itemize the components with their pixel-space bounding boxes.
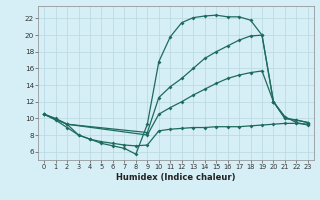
X-axis label: Humidex (Indice chaleur): Humidex (Indice chaleur) <box>116 173 236 182</box>
